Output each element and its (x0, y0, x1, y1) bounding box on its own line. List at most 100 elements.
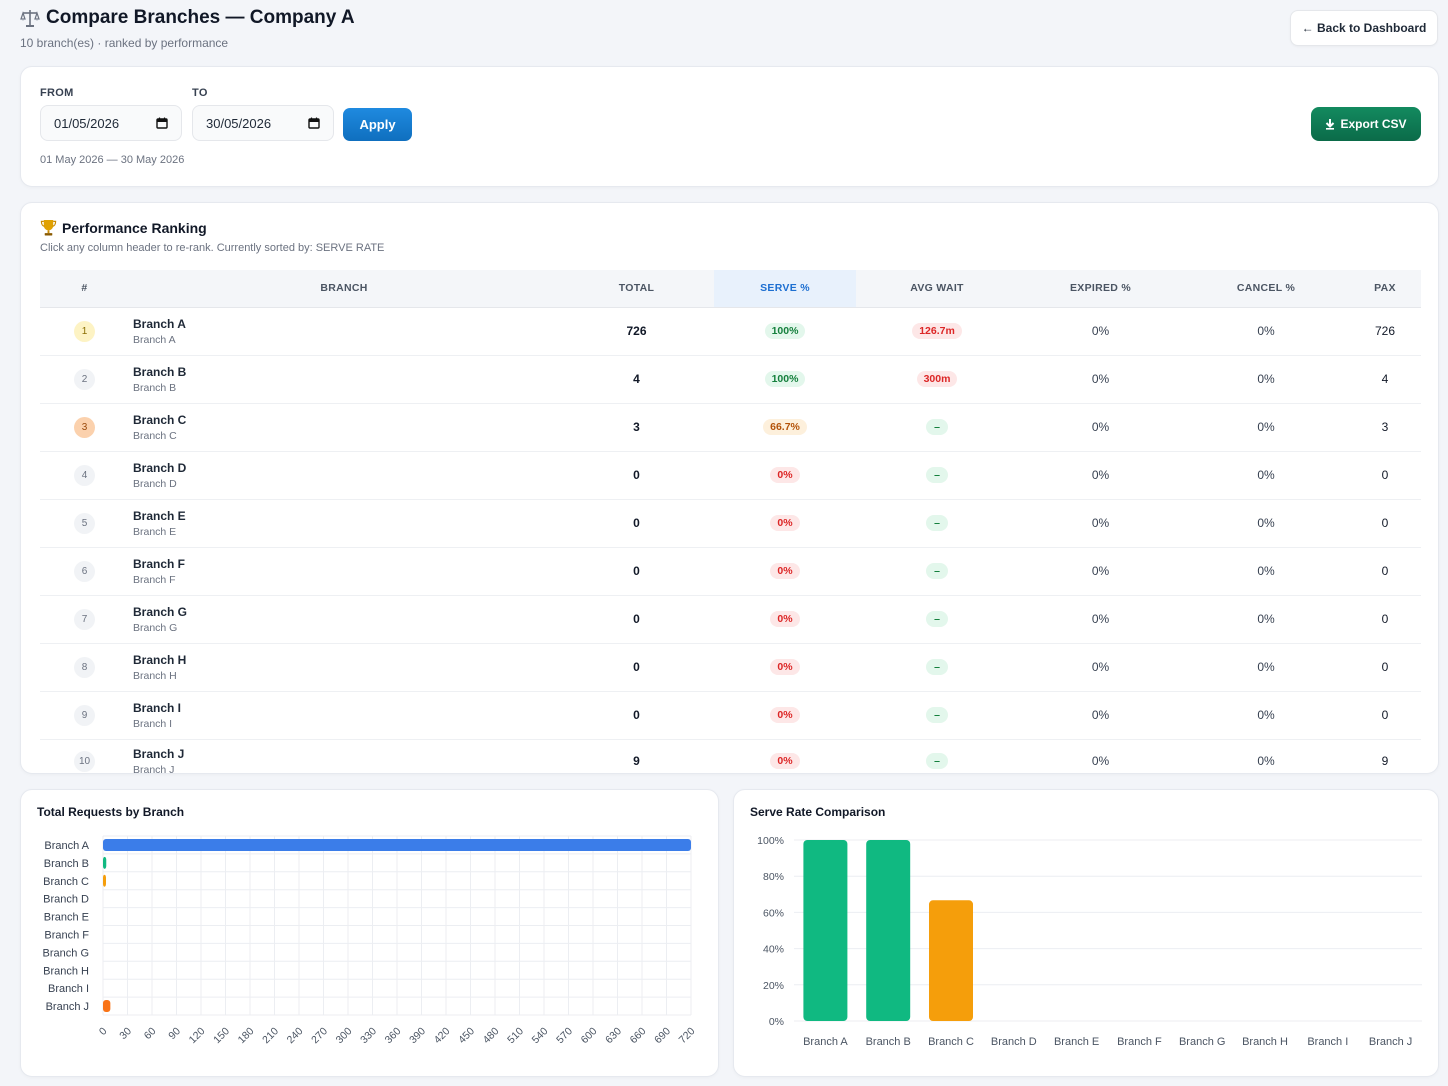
serve-rate-pill: 0% (770, 515, 800, 531)
x-tick-label: 630 (603, 1025, 624, 1046)
x-tick-label: 30 (117, 1025, 134, 1042)
from-date-value: 01/05/2026 (54, 115, 120, 131)
branch-sub: Branch C (133, 429, 177, 442)
x-tick-label: Branch D (991, 1036, 1037, 1048)
ranking-table: # BRANCH TOTAL SERVE % AVG WAIT EXPIRED … (40, 270, 1421, 783)
bar (929, 900, 973, 1021)
avg-wait-pill: – (926, 707, 948, 723)
branch-name: Branch I (133, 700, 182, 715)
apply-button[interactable]: Apply (343, 108, 412, 141)
cancel-cell: 0% (1183, 307, 1349, 356)
column-header-rank[interactable]: # (40, 270, 129, 308)
branch-name: Branch C (133, 412, 187, 427)
rank-badge: 6 (74, 560, 95, 582)
table-row: 9 Branch I Branch I 0 0% – 0% 0% 0 (40, 691, 1421, 740)
pax-cell: 4 (1349, 355, 1421, 404)
column-header-total[interactable]: TOTAL (559, 270, 714, 308)
serve-rate-chart-card: Serve Rate Comparison 0% 20% 40% 60% 80% 100%… (733, 789, 1439, 1077)
serve-rate-pill: 100% (764, 371, 806, 387)
y-tick-label: Branch E (44, 912, 89, 924)
branch-name: Branch H (133, 652, 187, 667)
avg-wait-pill: 300m (916, 371, 958, 387)
branch-sub: Branch A (133, 333, 176, 346)
bar (103, 838, 691, 851)
table-row: 4 Branch D Branch D 0 0% – 0% 0% 0 (40, 451, 1421, 500)
branch-name: Branch J (133, 746, 185, 761)
y-tick-label: Branch D (43, 894, 89, 906)
calendar-icon[interactable] (308, 117, 320, 129)
column-header-expired[interactable]: EXPIRED % (1018, 270, 1183, 308)
pax-cell: 9 (1381, 754, 1389, 769)
column-header-avg-wait[interactable]: AVG WAIT (856, 270, 1018, 308)
serve-rate-pill: 0% (770, 611, 800, 627)
to-date-input[interactable]: 30/05/2026 (192, 105, 334, 141)
branch-sub: Branch I (133, 717, 173, 730)
x-tick-label: 120 (187, 1025, 208, 1046)
page-title-text: Compare Branches — Company A (46, 7, 355, 28)
cancel-cell: 0% (1183, 595, 1349, 644)
export-csv-button[interactable]: Export CSV (1311, 107, 1421, 141)
branch-name: Branch D (133, 460, 187, 475)
table-row: 8 Branch H Branch H 0 0% – 0% 0% 0 (40, 643, 1421, 692)
x-tick-label: 390 (407, 1025, 428, 1046)
branch-sub: Branch H (133, 669, 177, 682)
table-row: 2 Branch B Branch B 4 100% 300m 0% 0% 4 (40, 355, 1421, 404)
x-tick-label: 510 (505, 1025, 526, 1046)
x-tick-label: 450 (456, 1025, 477, 1046)
rank-badge: 9 (74, 704, 95, 726)
cancel-cell: 0% (1183, 499, 1349, 548)
x-tick-label: Branch A (803, 1036, 848, 1048)
table-row: 3 Branch C Branch C 3 66.7% – 0% 0% 3 (40, 403, 1421, 452)
x-tick-label: Branch C (928, 1036, 974, 1048)
y-tick-label: Branch A (44, 840, 89, 852)
column-header-cancel[interactable]: CANCEL % (1183, 270, 1349, 308)
column-header-branch[interactable]: BRANCH (129, 270, 559, 308)
column-header-serve[interactable]: SERVE % (714, 270, 856, 308)
rank-badge: 2 (74, 368, 95, 390)
pax-cell: 0 (1349, 691, 1421, 740)
cancel-cell: 0% (1183, 451, 1349, 500)
total-cell: 0 (559, 499, 714, 548)
rank-badge: 1 (74, 320, 95, 342)
x-tick-label: 660 (628, 1025, 649, 1046)
pax-cell: 0 (1349, 595, 1421, 644)
total-cell: 0 (559, 691, 714, 740)
expired-cell: 0% (1018, 451, 1183, 500)
total-requests-chart: 0 30 60 90 120 150 180 210 240 270 300 330 360 390 420… (43, 835, 698, 1046)
avg-wait-pill: 126.7m (912, 323, 962, 339)
y-tick-label: Branch F (44, 929, 89, 941)
x-tick-label: 330 (358, 1025, 379, 1046)
total-cell: 0 (559, 643, 714, 692)
x-tick-label: Branch G (1179, 1036, 1225, 1048)
rank-badge: 7 (74, 608, 95, 630)
pax-cell: 3 (1349, 403, 1421, 452)
table-row: 10 Branch J Branch J 9 0% – 0% 0% 9 (40, 739, 1421, 783)
x-tick-label: 240 (285, 1025, 306, 1046)
from-date-input[interactable]: 01/05/2026 (40, 105, 182, 141)
to-label: TO (192, 87, 208, 99)
y-tick-label: 100% (757, 835, 784, 847)
serve-rate-pill: 0% (770, 753, 800, 770)
x-tick-label: 150 (211, 1025, 232, 1046)
table-row: 6 Branch F Branch F 0 0% – 0% 0% 0 (40, 547, 1421, 596)
ranking-title: Performance Ranking (40, 219, 207, 236)
x-tick-label: 60 (142, 1025, 159, 1042)
column-header-pax[interactable]: PAX (1349, 270, 1421, 308)
total-cell: 4 (559, 355, 714, 404)
bar (803, 840, 848, 1021)
total-cell: 726 (559, 307, 714, 356)
ranking-hint: Click any column header to re-rank. Curr… (40, 242, 385, 254)
expired-cell: 0% (1018, 643, 1183, 692)
y-tick-label: Branch B (44, 858, 89, 870)
calendar-icon[interactable] (156, 117, 168, 129)
branch-name: Branch A (133, 316, 186, 331)
y-tick-label: 0% (769, 1016, 784, 1028)
y-tick-label: Branch G (43, 947, 89, 959)
total-cell: 3 (559, 403, 714, 452)
pax-cell: 0 (1349, 451, 1421, 500)
rank-badge: 4 (74, 464, 95, 486)
back-to-dashboard-button[interactable]: ← Back to Dashboard (1290, 10, 1438, 46)
branch-sub: Branch J (133, 763, 175, 776)
x-tick-label: 90 (166, 1025, 183, 1042)
total-cell: 0 (559, 451, 714, 500)
